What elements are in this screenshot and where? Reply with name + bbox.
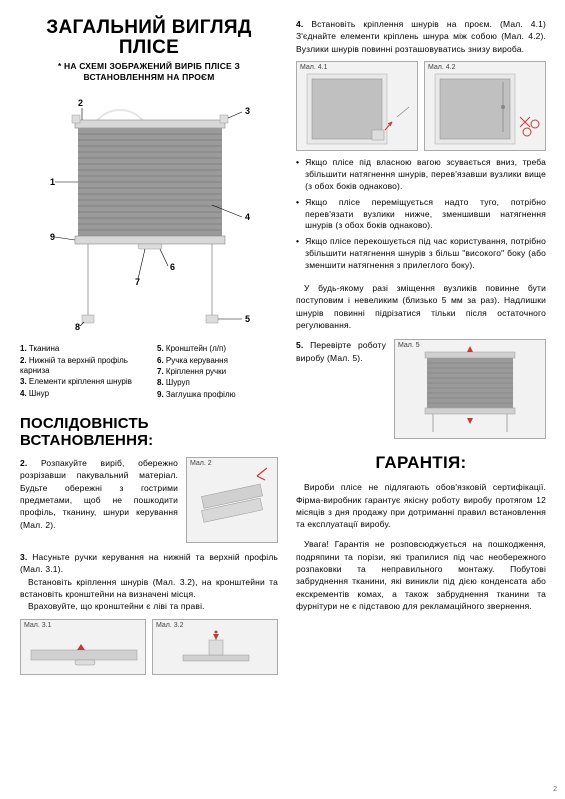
step5-text: Перевірте роботу виробу (Мал. 5). — [296, 340, 386, 362]
step4-num: 4. — [296, 19, 303, 29]
svg-text:6: 6 — [170, 262, 175, 272]
svg-text:1: 1 — [50, 177, 55, 187]
step3-text1: Насуньте ручки керування на нижній та ве… — [20, 552, 278, 574]
figure-3-2: Мал. 3.2 — [152, 619, 278, 675]
warranty-title: ГАРАНТІЯ: — [296, 453, 546, 473]
svg-text:2: 2 — [78, 98, 83, 108]
step2-text: Розпакуйте виріб, обережно розрізавши па… — [20, 458, 178, 530]
main-title: ЗАГАЛЬНИЙ ВИГЛЯД ПЛІСЕ — [20, 18, 278, 58]
sequence-title: ПОСЛІДОВНІСТЬ ВСТАНОВЛЕННЯ: — [20, 415, 278, 449]
adjust-note: У будь-якому разі зміщення вузликів пови… — [296, 282, 546, 331]
svg-text:4: 4 — [245, 212, 250, 222]
figure-2: Мал. 2 — [186, 457, 278, 543]
svg-text:3: 3 — [245, 106, 250, 116]
step3-text3: Враховуйте, що кронштейни є ліві та прав… — [20, 600, 278, 612]
subtitle: * НА СХЕМІ ЗОБРАЖЕНИЙ ВИРІБ ПЛІСЕ З ВСТА… — [20, 61, 278, 82]
figure-4-1: Мал. 4.1 — [296, 61, 418, 151]
warranty-p2: Увага! Гарантія не розповсюджується на п… — [296, 538, 546, 612]
warranty-p1: Вироби плісе не підлягають обов'язковій … — [296, 481, 546, 530]
figure-3-1: Мал. 3.1 — [20, 619, 146, 675]
step4-text: Встановіть кріплення шнурів на проєм. (М… — [296, 19, 546, 54]
figure-4-2: Мал. 4.2 — [424, 61, 546, 151]
figure-5: Мал. 5 — [394, 339, 546, 439]
bullet-list: Якщо плісе під власною вагою зсувається … — [296, 157, 546, 276]
step2-num: 2. — [20, 458, 27, 468]
svg-text:9: 9 — [50, 232, 55, 242]
step5-num: 5. — [296, 340, 303, 350]
main-diagram: 1 2 3 4 5 6 7 8 9 — [20, 90, 278, 338]
svg-text:7: 7 — [135, 277, 140, 287]
page-number: 2 — [553, 786, 557, 793]
legend: 1. Тканина 2. Нижній та верхній профіль … — [20, 344, 278, 401]
step3-text2: Встановіть кріплення шнурів (Мал. 3.2), … — [20, 576, 278, 601]
svg-text:8: 8 — [75, 322, 80, 332]
svg-text:5: 5 — [245, 314, 250, 324]
step3-num: 3. — [20, 552, 27, 562]
